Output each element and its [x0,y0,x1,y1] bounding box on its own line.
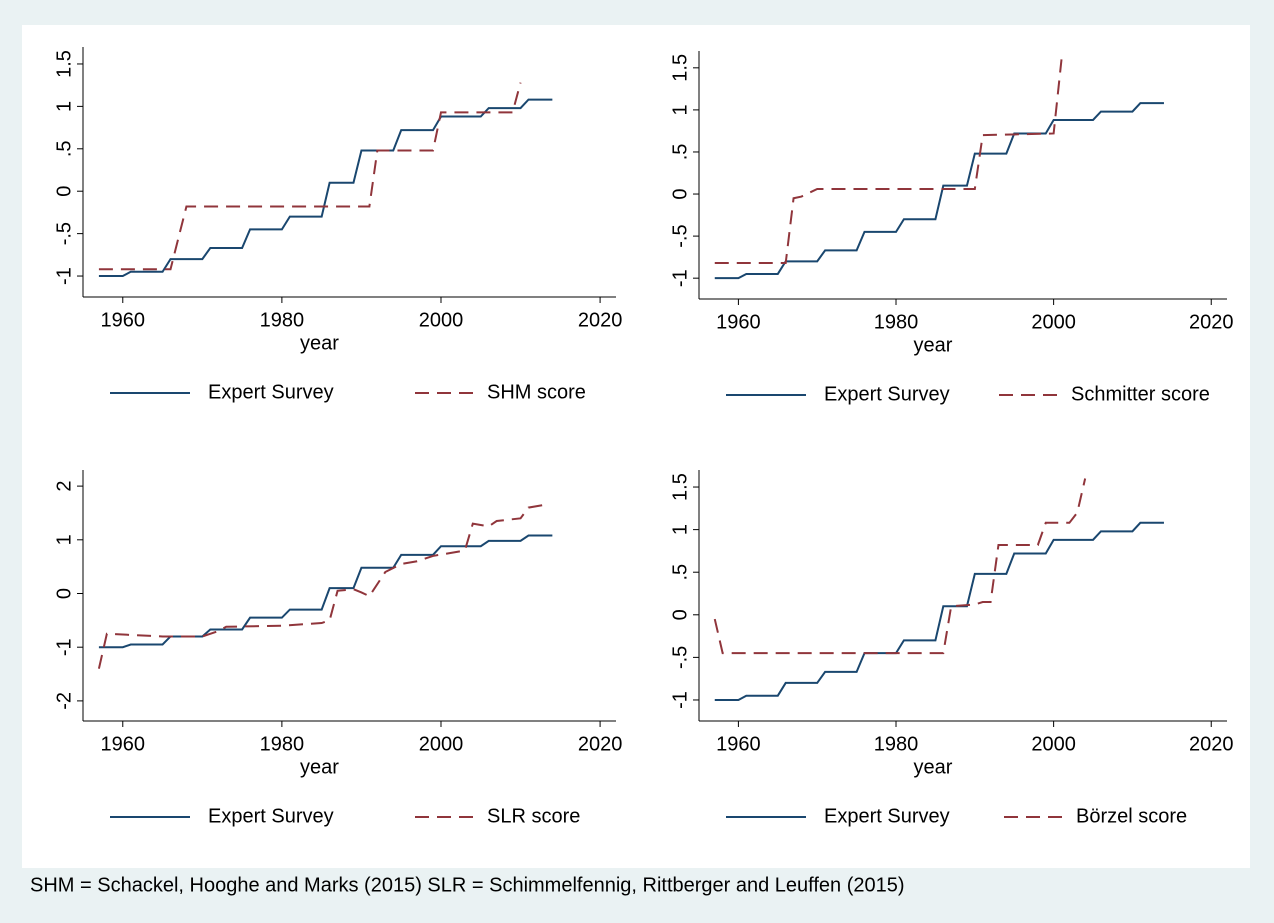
y-tick-label: -.5 [53,222,75,245]
x-tick-label: 1980 [874,733,919,755]
x-tick-label: 1980 [260,733,305,755]
y-tick-label: -1 [669,269,691,287]
x-tick-label: 2020 [578,309,623,331]
y-tick-label: 1 [53,534,75,545]
y-tick-label: 1 [669,524,691,535]
y-tick-label: 0 [53,186,75,197]
x-axis-title: year [914,756,953,778]
y-tick-label: .5 [53,140,75,157]
x-tick-label: 1980 [260,309,305,331]
x-tick-label: 1960 [716,311,761,333]
data-line [98,82,522,271]
y-tick-label: 1.5 [53,50,75,78]
y-tick-label: 1.5 [669,473,691,501]
x-tick-label: 2020 [1189,311,1234,333]
data-line [714,59,1063,265]
y-tick-label: -.5 [669,646,691,669]
x-tick-label: 2000 [1031,733,1076,755]
legend-label: Expert Survey [824,805,950,827]
y-tick-label: 0 [669,609,691,620]
y-tick-label: -1 [669,691,691,709]
x-tick-label: 1960 [101,309,146,331]
x-tick-label: 2000 [1031,311,1076,333]
y-tick-label: -1 [53,638,75,656]
data-line [98,534,553,649]
x-axis-title: year [300,756,339,778]
x-tick-label: 1960 [716,733,761,755]
y-tick-label: -.5 [669,224,691,247]
x-tick-label: 1980 [874,311,919,333]
y-tick-label: 2 [53,481,75,492]
x-tick-label: 2000 [419,733,464,755]
y-tick-label: 0 [53,588,75,599]
data-line [713,478,1087,655]
y-tick-label: .5 [669,564,691,581]
legend-label: Expert Survey [824,383,950,405]
y-tick-label: -1 [53,267,75,285]
footnote: SHM = Schackel, Hooghe and Marks (2015) … [30,874,905,896]
y-tick-label: 1 [53,101,75,112]
y-tick-label: -2 [53,692,75,710]
legend-label: Schmitter score [1071,383,1210,405]
x-axis-title: year [914,334,953,356]
plot-panel [22,25,1250,868]
legend-label: SLR score [487,805,580,827]
x-tick-label: 1960 [101,733,146,755]
legend-label: Börzel score [1076,805,1187,827]
legend-label: Expert Survey [208,381,334,403]
y-tick-label: 0 [669,188,691,199]
x-tick-label: 2000 [419,309,464,331]
x-tick-label: 2020 [578,733,623,755]
legend-label: SHM score [487,381,586,403]
data-line [714,521,1164,701]
y-tick-label: .5 [669,144,691,161]
y-tick-label: 1 [669,104,691,115]
legend-label: Expert Survey [208,805,334,827]
y-tick-label: 1.5 [669,54,691,82]
x-tick-label: 2020 [1189,733,1234,755]
x-axis-title: year [300,332,339,354]
data-line [98,98,553,278]
